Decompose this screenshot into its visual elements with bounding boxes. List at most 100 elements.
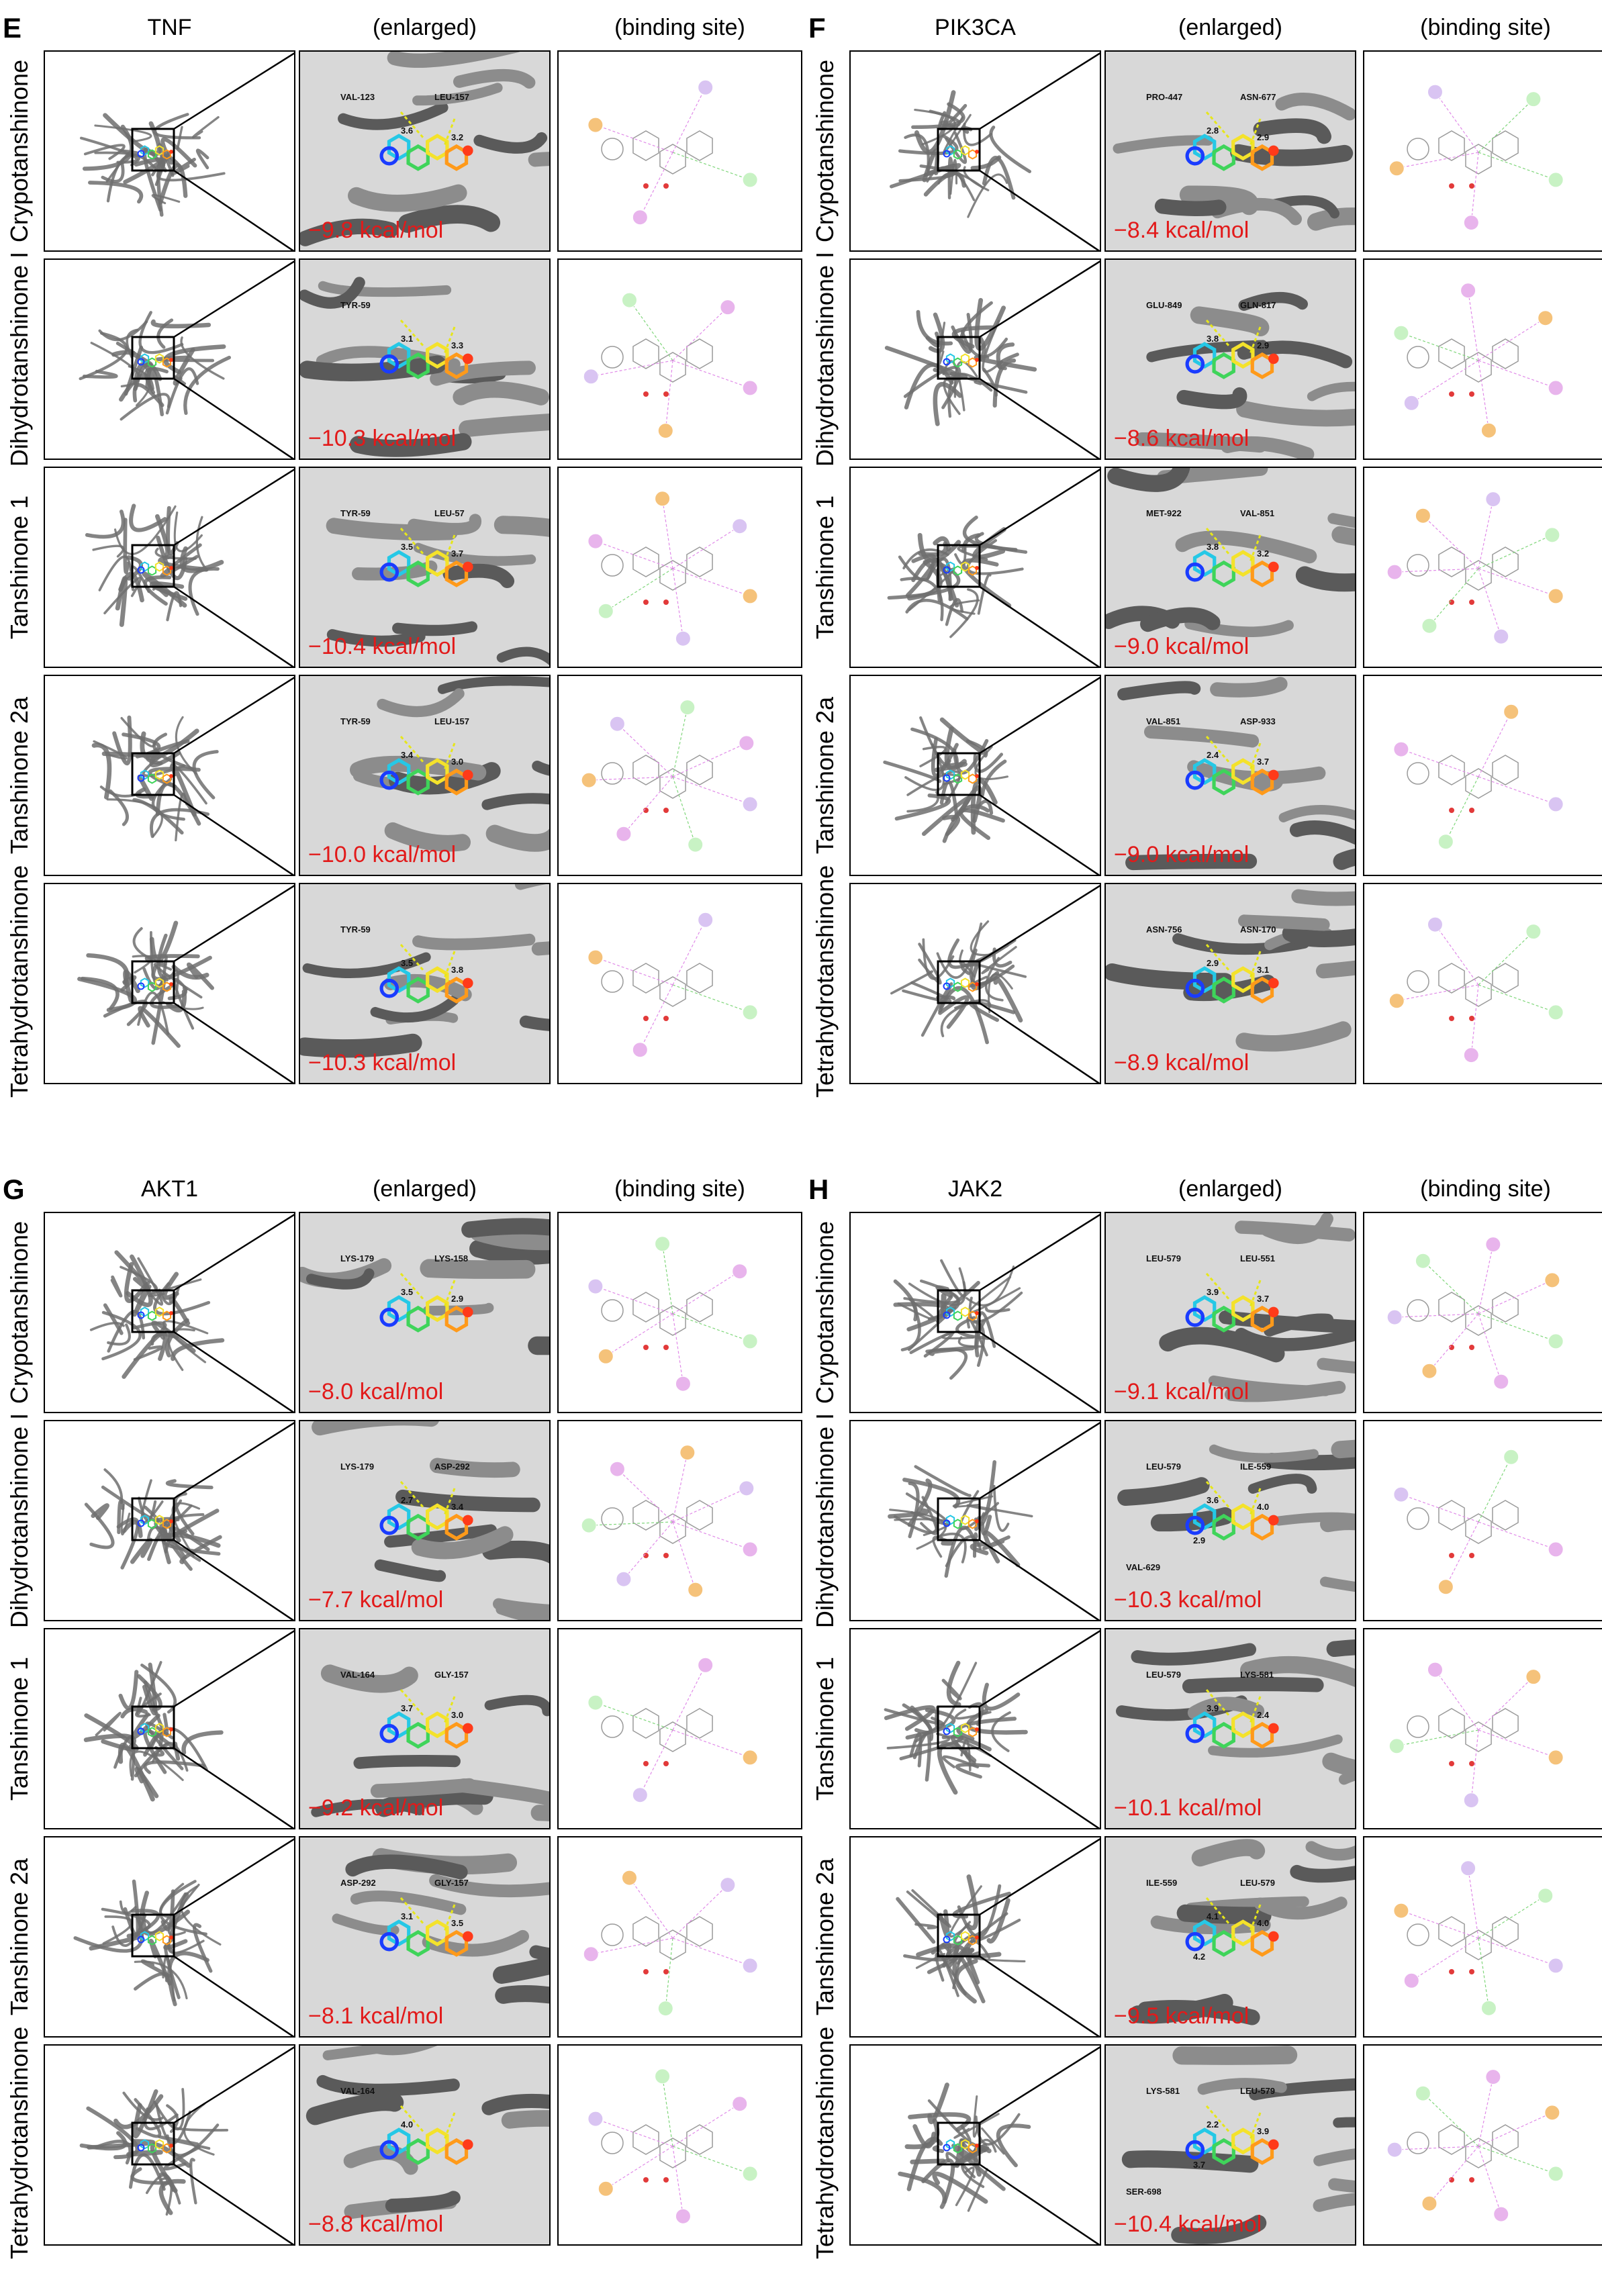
enlarged-drawing xyxy=(1106,1629,1355,1828)
protein-overview-image xyxy=(44,1212,295,1413)
panel-g: G AKT1 (enlarged) (binding site) Crypotanshi… xyxy=(0,1161,802,2296)
distance-label: 3.4 xyxy=(451,1502,464,1512)
interaction-diagram xyxy=(587,79,758,226)
distance-label: 3.3 xyxy=(451,340,464,350)
zoom-box xyxy=(131,1913,175,1958)
residue-node xyxy=(1388,1738,1405,1754)
residue-node xyxy=(1548,796,1564,812)
binding-energy: −8.1 kcal/mol xyxy=(308,2003,444,2029)
residue-label: LEU-579 xyxy=(1146,1253,1182,1263)
binding-site-2d-diagram xyxy=(557,50,802,252)
residue-label: PRO-447 xyxy=(1146,92,1183,102)
residue-label: SER-698 xyxy=(1126,2187,1162,2197)
residue-node xyxy=(679,700,696,716)
panel-f: F PIK3CA (enlarged) (binding site) Crypotans… xyxy=(806,0,1602,1135)
interaction-diagram xyxy=(1386,2069,1564,2222)
binding-energy: −9.5 kcal/mol xyxy=(1114,2003,1250,2029)
interaction-diagram xyxy=(1393,1860,1564,2016)
enlarged-drawing xyxy=(300,468,549,667)
residue-node xyxy=(583,369,599,385)
protein-ribbon-drawing xyxy=(883,677,1100,875)
residue-label: LYS-179 xyxy=(340,1253,375,1263)
residue-node xyxy=(1480,422,1497,438)
binding-energy: −10.3 kcal/mol xyxy=(308,1050,457,1075)
enlarged-binding-view: ILE-559 LEU-579 4.1 4.0 4.2 −9.5 kcal/mol xyxy=(1104,1836,1356,2038)
binding-site-2d-diagram xyxy=(557,258,802,460)
distance-label: 3.4 xyxy=(401,750,414,760)
residue-label: VAL-851 xyxy=(1240,508,1275,518)
zoom-box xyxy=(131,1705,175,1750)
compound-label: Tanshinone 1 xyxy=(811,495,839,640)
residue-node xyxy=(581,772,597,788)
protein-ribbon-drawing xyxy=(889,52,1100,250)
binding-energy: −8.0 kcal/mol xyxy=(308,1379,444,1404)
enlarged-binding-view: VAL-164 4.0 −8.8 kcal/mol xyxy=(299,2044,551,2246)
residue-node xyxy=(732,518,748,534)
panel-letter: F xyxy=(808,12,826,44)
binding-site-2d-diagram xyxy=(1363,675,1602,876)
enlarged-header: (enlarged) xyxy=(373,1176,477,1202)
residue-node xyxy=(679,1445,696,1461)
enlarged-binding-view: LYS-179 LYS-158 3.5 2.9 −8.0 kcal/mol xyxy=(299,1212,551,1413)
distance-label: 4.1 xyxy=(1207,1911,1219,1921)
residue-node xyxy=(616,1571,632,1587)
protein-name: JAK2 xyxy=(947,1176,1003,1202)
residue-node xyxy=(1415,508,1431,524)
residue-node xyxy=(1403,395,1419,411)
residue-node xyxy=(1493,1374,1509,1390)
residue-node xyxy=(616,826,632,842)
residue-node xyxy=(1415,2085,1431,2101)
distance-label: 2.9 xyxy=(1193,1535,1206,1545)
residue-node xyxy=(1538,310,1554,326)
compound-label: Tanshinone 2a xyxy=(811,696,839,855)
residue-node xyxy=(698,79,714,95)
residue-node xyxy=(1460,283,1476,299)
residue-node xyxy=(1548,1750,1564,1766)
residue-node xyxy=(1548,380,1564,396)
panel-h: H JAK2 (enlarged) (binding site) Crypotanshi… xyxy=(806,1161,1602,2296)
residue-label: LEU-157 xyxy=(434,716,470,726)
interaction-diagram xyxy=(1393,1449,1564,1595)
interaction-diagram xyxy=(1393,283,1564,438)
residue-label: ASN-756 xyxy=(1146,924,1182,935)
zoom-box xyxy=(937,336,981,380)
protein-ribbon-drawing xyxy=(79,52,294,250)
compound-label: Tetrahydrotanshinone xyxy=(5,865,33,1098)
interaction-diagram xyxy=(581,1445,758,1598)
residue-node xyxy=(739,1480,755,1496)
residue-node xyxy=(1388,993,1405,1009)
distance-label: 2.9 xyxy=(1257,340,1270,350)
binding-site-2d-diagram xyxy=(1363,883,1602,1084)
residue-node xyxy=(1438,1579,1454,1595)
protein-ribbon-drawing xyxy=(77,885,294,1083)
residue-node xyxy=(1421,618,1438,634)
residue-node xyxy=(1421,1363,1438,1379)
protein-name: TNF xyxy=(147,15,192,40)
residue-node xyxy=(1393,1486,1409,1502)
binding-site-2d-diagram xyxy=(557,2044,802,2246)
protein-ribbon-drawing xyxy=(893,1214,1100,1412)
residue-label: ILE-559 xyxy=(1240,1462,1272,1472)
residue-node xyxy=(742,588,758,604)
residue-label: MET-922 xyxy=(1146,508,1182,518)
enlarged-drawing xyxy=(300,676,549,875)
enlarged-binding-view: VAL-123 LEU-157 3.6 3.2 −9.8 kcal/mol xyxy=(299,50,551,252)
enlarged-binding-view: TYR-59 LEU-57 3.5 3.7 −10.4 kcal/mol xyxy=(299,467,551,668)
residue-node xyxy=(1386,1309,1403,1325)
protein-overview-image xyxy=(849,467,1101,668)
residue-label: TYR-59 xyxy=(340,508,371,518)
binding-site-header: (binding site) xyxy=(1420,15,1551,40)
distance-label: 3.6 xyxy=(1207,1495,1219,1505)
compound-label: Dihydrotanshinone I xyxy=(5,251,33,467)
distance-label: 2.7 xyxy=(401,1495,414,1505)
residue-label: ASP-292 xyxy=(434,1462,470,1472)
distance-label: 3.7 xyxy=(1257,1294,1270,1304)
residue-node xyxy=(1485,1237,1501,1253)
protein-overview-image xyxy=(44,2044,295,2246)
residue-node xyxy=(720,299,736,316)
binding-energy: −9.2 kcal/mol xyxy=(308,1795,444,1821)
residue-node xyxy=(598,2181,614,2197)
residue-node xyxy=(732,1263,748,1280)
residue-node xyxy=(1548,2166,1564,2182)
protein-overview-image xyxy=(44,50,295,252)
